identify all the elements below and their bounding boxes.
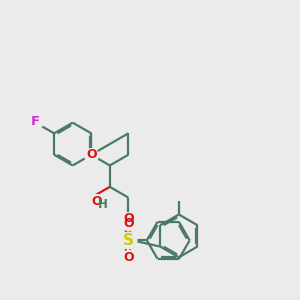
- Text: O: O: [91, 195, 102, 208]
- Text: O: O: [123, 212, 134, 226]
- Text: S: S: [123, 233, 134, 248]
- Text: O: O: [123, 217, 134, 230]
- Text: O: O: [123, 251, 134, 264]
- Text: H: H: [98, 198, 107, 211]
- Text: O: O: [86, 148, 97, 161]
- Text: F: F: [31, 115, 40, 128]
